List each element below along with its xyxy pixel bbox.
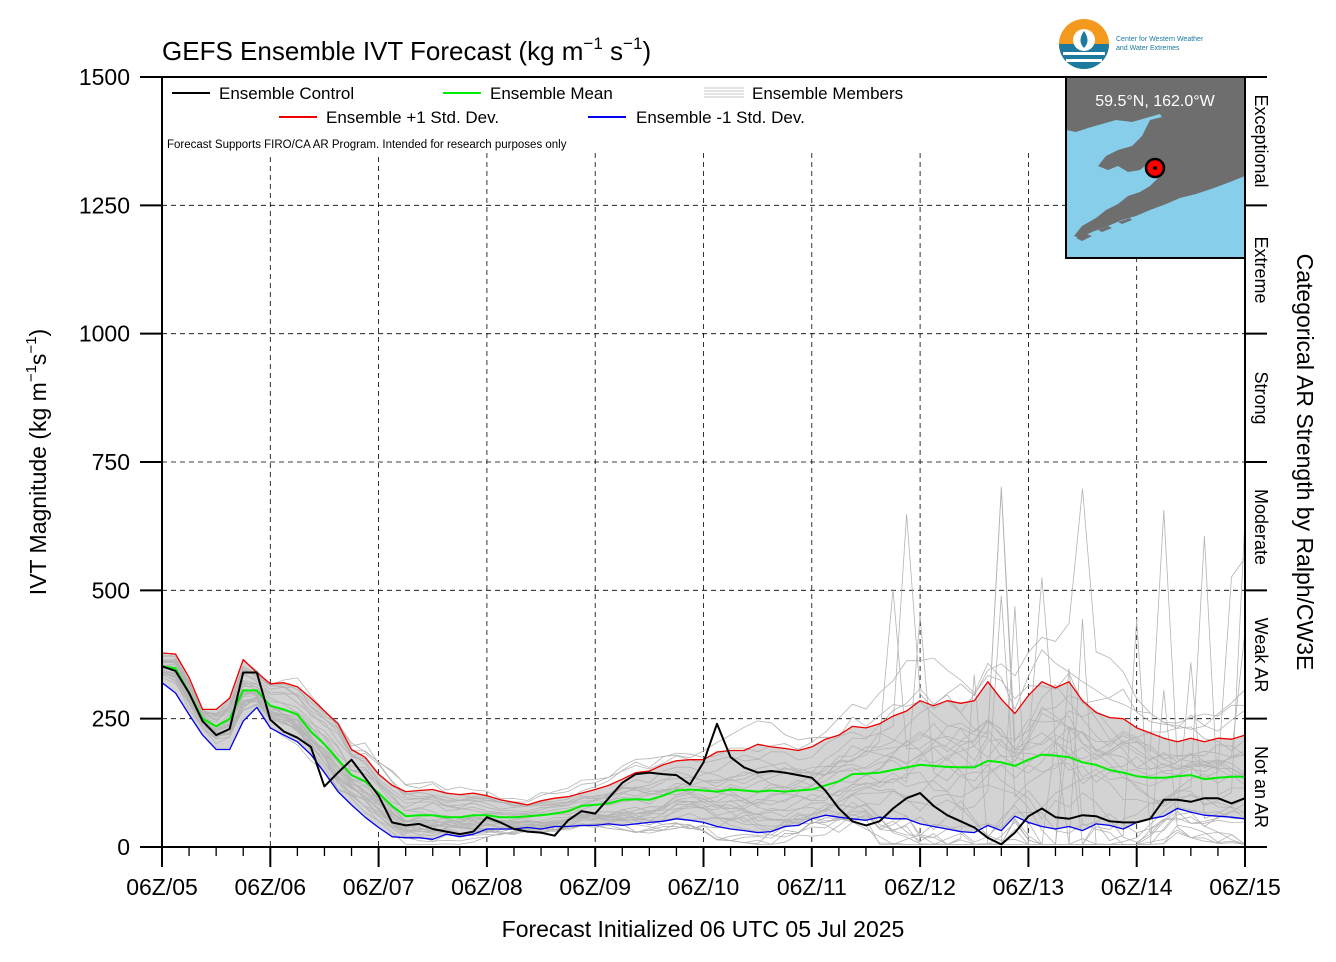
- ensemble-control-line: [161, 665, 1246, 846]
- category-not-an-ar: Not an AR: [1251, 746, 1271, 828]
- x-tick-label: 06Z/05: [126, 874, 198, 900]
- legend-label-plus-std: Ensemble +1 Std. Dev.: [326, 108, 499, 127]
- ar-category-scale: Not an AR Weak AR Moderate Strong Extrem…: [1251, 94, 1271, 828]
- category-weak-ar: Weak AR: [1251, 618, 1271, 693]
- std-dev-band: [162, 653, 1245, 840]
- ensemble-member-line: [161, 577, 1246, 835]
- y-tick-label: 750: [92, 449, 130, 475]
- axes: 0 250 500 750 1000 1250 1500 06Z/05 06Z/06 06Z/07…: [79, 64, 1281, 900]
- logo-line-1: Center for Western Weather: [1116, 36, 1204, 43]
- legend-label-minus-std: Ensemble -1 Std. Dev.: [636, 108, 805, 127]
- legend-label-control: Ensemble Control: [219, 84, 354, 103]
- ensemble-member-line: [161, 672, 1246, 837]
- legend: Ensemble Control Ensemble Mean Ensemble …: [167, 84, 903, 151]
- ensemble-mean-line: [161, 665, 1245, 819]
- series-lines: [161, 652, 1246, 846]
- cw3e-logo: Center for Western Weather and Water Ext…: [1059, 19, 1204, 69]
- x-tick-label: 06Z/09: [559, 874, 631, 900]
- category-strong: Strong: [1251, 371, 1271, 424]
- ensemble-member-line: [161, 667, 1246, 804]
- y-tick-label: 250: [92, 706, 130, 732]
- x-axis-label: Forecast Initialized 06 UTC 05 Jul 2025: [502, 916, 905, 942]
- minus-std-line: [161, 682, 1246, 840]
- x-tick-label: 06Z/14: [1101, 874, 1173, 900]
- ensemble-member-line: [161, 659, 1246, 824]
- grid-lines: [162, 77, 1245, 847]
- x-tick-label: 06Z/12: [884, 874, 956, 900]
- std-dev-fill: [162, 653, 1245, 840]
- ensemble-member-line: [161, 486, 1246, 807]
- x-tick-label: 06Z/13: [993, 874, 1065, 900]
- ensemble-member-line: [161, 666, 1246, 845]
- right-axis-label: Categorical AR Strength by Ralph/CW3E: [1292, 254, 1318, 671]
- ensemble-member-line: [161, 649, 1245, 809]
- category-extreme: Extreme: [1251, 236, 1271, 303]
- legend-label-mean: Ensemble Mean: [490, 84, 613, 103]
- legend-label-members: Ensemble Members: [752, 84, 903, 103]
- x-tick-label: 06Z/10: [668, 874, 740, 900]
- ensemble-member-line: [161, 489, 1246, 813]
- legend-swatch-members: [704, 87, 744, 98]
- ensemble-member-line: [161, 673, 1246, 823]
- x-tick-label: 06Z/11: [777, 874, 847, 900]
- category-exceptional: Exceptional: [1251, 94, 1271, 187]
- ensemble-member-line: [161, 671, 1246, 836]
- x-tick-label: 06Z/07: [343, 874, 415, 900]
- x-tick-label: 06Z/15: [1209, 874, 1281, 900]
- ensemble-member-line: [161, 595, 1246, 824]
- x-tick-label: 06Z/06: [234, 874, 306, 900]
- x-tick-label: 06Z/08: [451, 874, 523, 900]
- y-tick-label: 0: [117, 834, 130, 860]
- y-tick-label: 500: [92, 577, 130, 603]
- inset-coordinates: 59.5°N, 162.0°W: [1095, 93, 1215, 110]
- location-inset-map: 59.5°N, 162.0°W: [1065, 76, 1246, 259]
- research-note: Forecast Supports FIRO/CA AR Program. In…: [167, 139, 567, 151]
- y-axis-label: IVT Magnitude (kg m−1s−1): [23, 329, 51, 595]
- y-tick-label: 1500: [79, 64, 130, 90]
- logo-line-2: and Water Extremes: [1116, 45, 1180, 52]
- y-tick-label: 1250: [79, 192, 130, 218]
- category-moderate: Moderate: [1251, 489, 1271, 565]
- chart-title: GEFS Ensemble IVT Forecast (kg m−1 s−1): [162, 34, 651, 66]
- ensemble-member-lines: [161, 486, 1246, 845]
- y-tick-label: 1000: [79, 321, 130, 347]
